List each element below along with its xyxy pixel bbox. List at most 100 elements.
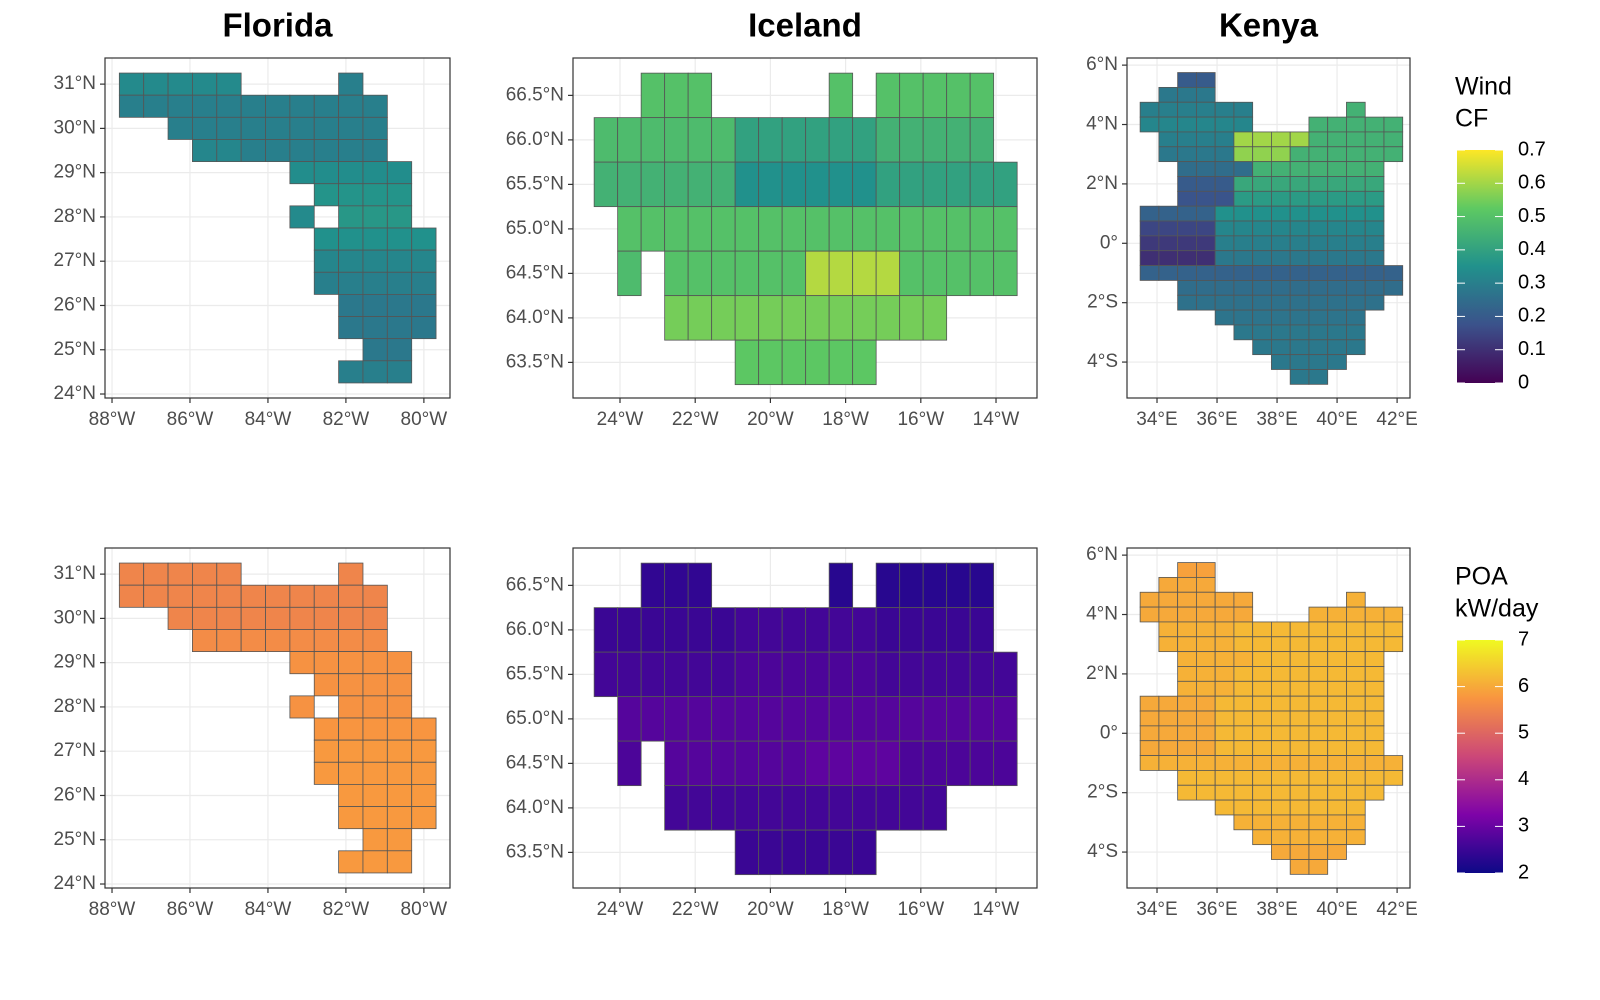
grid-cell: [687, 250, 713, 297]
grid-cell: [640, 161, 666, 208]
y-tick-label: 27°N: [54, 250, 96, 271]
grid-cell: [946, 740, 971, 787]
grid-cell: [852, 161, 877, 208]
grid-cell: [1364, 176, 1385, 192]
grid-cell: [1308, 280, 1329, 296]
x-tick-label: 88°W: [89, 409, 136, 430]
grid-cell: [1177, 220, 1197, 237]
grid-cell: [143, 94, 169, 118]
grid-cell: [1233, 235, 1254, 252]
grid-cell: [1308, 265, 1329, 281]
grid-cell: [1214, 695, 1235, 712]
grid-cell: [781, 785, 807, 831]
grid-cell: [711, 206, 736, 252]
grid-cell: [1289, 829, 1310, 846]
grid-cell: [313, 739, 340, 763]
grid-cell: [1289, 814, 1310, 831]
grid-cell: [1177, 280, 1197, 296]
grid-cell: [338, 606, 364, 630]
grid-cell: [1327, 725, 1347, 742]
grid-cell: [1289, 161, 1310, 177]
grid-cell: [1383, 606, 1404, 623]
grid-cell: [875, 785, 901, 831]
grid-cell: [411, 249, 437, 273]
grid-cell: [828, 295, 854, 341]
grid-cell: [1327, 799, 1347, 816]
grid-cell: [1271, 755, 1291, 771]
grid-cell: [758, 607, 783, 653]
grid-cell: [1233, 606, 1254, 623]
grid-cell: [338, 161, 364, 185]
grid-cell: [1214, 740, 1235, 756]
grid-cell: [1289, 695, 1310, 712]
panel-frame: [1126, 57, 1411, 399]
grid-cell: [1327, 205, 1347, 222]
grid-cell: [875, 295, 901, 341]
y-tick-label: 65.0°N: [506, 218, 564, 239]
grid-cell: [1139, 265, 1160, 281]
grid-cell: [411, 294, 437, 317]
grid-cell: [313, 629, 340, 652]
grid-cell: [640, 696, 666, 742]
grid-cell: [240, 139, 266, 162]
grid-cell: [875, 696, 901, 742]
grid-cell: [1308, 324, 1329, 341]
grid-cell: [1158, 636, 1179, 653]
grid-cell: [362, 606, 388, 630]
grid-cell: [805, 206, 830, 252]
legend-tick-label: 0.4: [1518, 238, 1546, 260]
grid-cell: [758, 206, 783, 252]
grid-cell: [828, 250, 854, 297]
grid-cell: [386, 205, 413, 229]
grid-cell: [1195, 250, 1216, 266]
grid-cell: [1214, 101, 1235, 118]
grid-cell: [362, 806, 388, 830]
grid-cell: [1364, 235, 1385, 252]
grid-cell: [338, 651, 364, 675]
grid-cell: [1195, 770, 1216, 786]
grid-cell: [899, 562, 924, 609]
grid-cell: [386, 850, 413, 874]
grid-cell: [1346, 651, 1366, 667]
grid-cell: [362, 205, 388, 229]
grid-cell: [362, 338, 388, 362]
grid-cell: [922, 206, 948, 252]
grid-cell: [711, 161, 736, 208]
grid-cell: [1327, 220, 1347, 237]
grid-cell: [289, 651, 315, 675]
grid-cell: [1383, 146, 1404, 163]
grid-cell: [1289, 651, 1310, 667]
grid-cell: [1195, 161, 1216, 177]
grid-cell: [289, 629, 315, 652]
grid-cell: [1195, 220, 1216, 237]
y-tick-label: 6°N: [1086, 54, 1118, 75]
grid-cell: [1346, 666, 1366, 682]
x-tick-label: 38°E: [1256, 899, 1297, 920]
grid-cell: [1252, 309, 1272, 326]
grid-cell: [362, 717, 388, 741]
grid-cell: [1139, 205, 1160, 222]
grid-cell: [313, 161, 340, 185]
grid-cell: [1364, 280, 1385, 296]
grid-cell: [338, 850, 364, 874]
grid-cell: [852, 117, 877, 163]
grid-cell: [1214, 309, 1235, 326]
grid-cell: [289, 139, 315, 162]
grid-cell: [167, 94, 193, 118]
grid-cell: [1364, 725, 1385, 742]
grid-cell: [386, 271, 413, 295]
grid-cell: [875, 161, 901, 208]
grid-cell: [1177, 294, 1197, 311]
grid-cell: [1252, 770, 1272, 786]
grid-cell: [946, 696, 971, 742]
grid-cell: [313, 249, 340, 273]
grid-cell: [852, 250, 877, 297]
y-tick-label: 64.5°N: [506, 262, 564, 283]
grid-cell: [1364, 651, 1385, 667]
map-panel: 34°E 36°E 38°E 40°E 42°E 4°S 2°S 0° 2°N 4°N 6°N: [1086, 544, 1418, 920]
grid-cell: [1308, 250, 1329, 266]
y-tick-label: 63.5°N: [506, 841, 564, 862]
grid-cell: [386, 717, 413, 741]
grid-cell: [289, 584, 315, 608]
grid-cell: [1271, 324, 1291, 341]
